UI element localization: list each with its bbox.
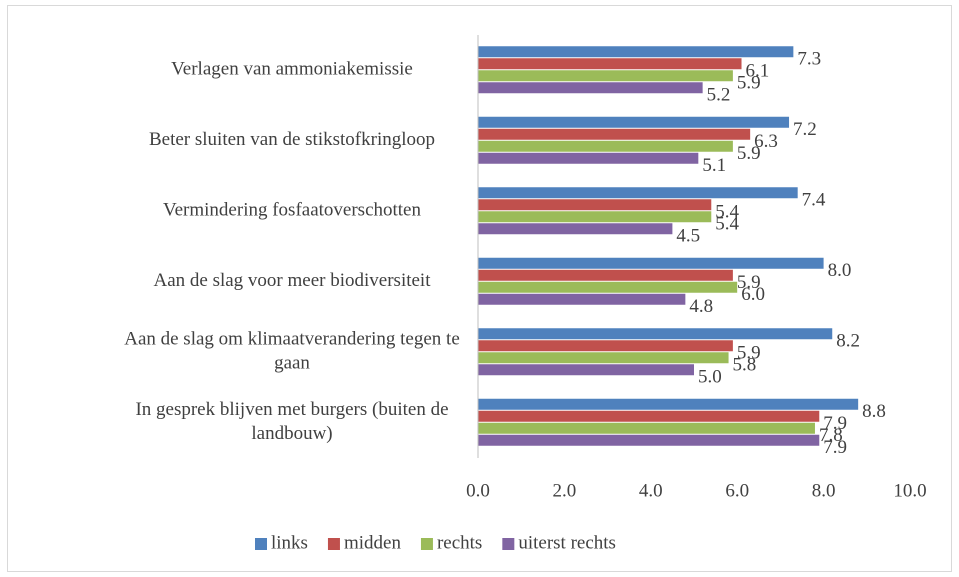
bar [478,152,699,164]
data-label: 5.8 [733,355,757,376]
data-label: 7.2 [793,119,817,140]
x-tick-label: 6.0 [725,480,749,501]
data-label: 5.0 [698,367,722,388]
data-label: 5.1 [702,155,726,176]
y-tick-label: Aan de slag voor meer biodiversiteit [153,270,431,291]
data-label: 5.2 [707,85,731,106]
bar [478,293,686,305]
data-label: 5.9 [737,343,761,364]
data-label: 6.3 [754,131,778,152]
data-label: 7.4 [802,190,826,211]
data-label: 7.8 [819,425,843,446]
bar [478,352,729,364]
x-tick-label: 0.0 [466,480,490,501]
legend-label: midden [344,532,401,553]
bar [478,223,673,235]
bar [478,187,798,199]
y-tick-label: In gesprek blijven met burgers (buiten d… [135,399,448,444]
data-label: 4.8 [689,296,713,317]
bar [478,364,694,376]
data-label: 7.9 [823,413,847,434]
data-label: 5.9 [737,143,761,164]
x-tick-label: 2.0 [553,480,577,501]
data-label: 8.0 [828,260,852,281]
bar [478,269,733,281]
bar [478,128,751,140]
data-label: 7.9 [823,437,847,458]
bar [478,82,703,94]
legend-label: uiterst rechts [518,532,616,553]
bar [478,328,833,340]
y-tick-label: Vermindering fosfaatoverschotten [163,200,421,221]
x-tick-label: 8.0 [812,480,836,501]
legend-label: links [271,532,308,553]
data-label: 4.5 [676,226,700,247]
bar [478,199,712,211]
data-label: 5.9 [737,272,761,293]
bar [478,257,824,269]
legend-swatch [420,538,433,550]
bar [478,422,815,434]
bar [478,281,738,293]
legend-swatch [327,538,340,550]
bar [478,70,733,82]
bar [478,398,859,410]
bar [478,410,820,422]
data-label: 8.8 [862,401,886,422]
data-label: 7.3 [797,49,821,70]
legend-swatch [502,538,515,550]
y-tick-label: Aan de slag om klimaatverandering tegen … [124,329,460,374]
bar [478,340,733,352]
bar [478,58,742,70]
x-tick-label: 4.0 [639,480,663,501]
data-label: 5.4 [715,202,739,223]
y-tick-label: Beter sluiten van de stikstofkringloop [149,129,435,150]
data-label: 6.0 [741,284,765,305]
bar [478,434,820,446]
x-tick-label: 10.0 [893,480,926,501]
legend-swatch [255,538,267,550]
data-label: 5.4 [715,214,739,235]
data-label: 5.9 [737,73,761,94]
y-tick-label: Verlagen van ammoniakemissie [171,59,413,80]
data-label: 6.1 [746,61,770,82]
bar [478,116,790,128]
bar [478,211,712,223]
data-label: 8.2 [836,331,860,352]
legend-label: rechts [437,532,482,553]
bar [478,140,733,152]
bar [478,46,794,58]
